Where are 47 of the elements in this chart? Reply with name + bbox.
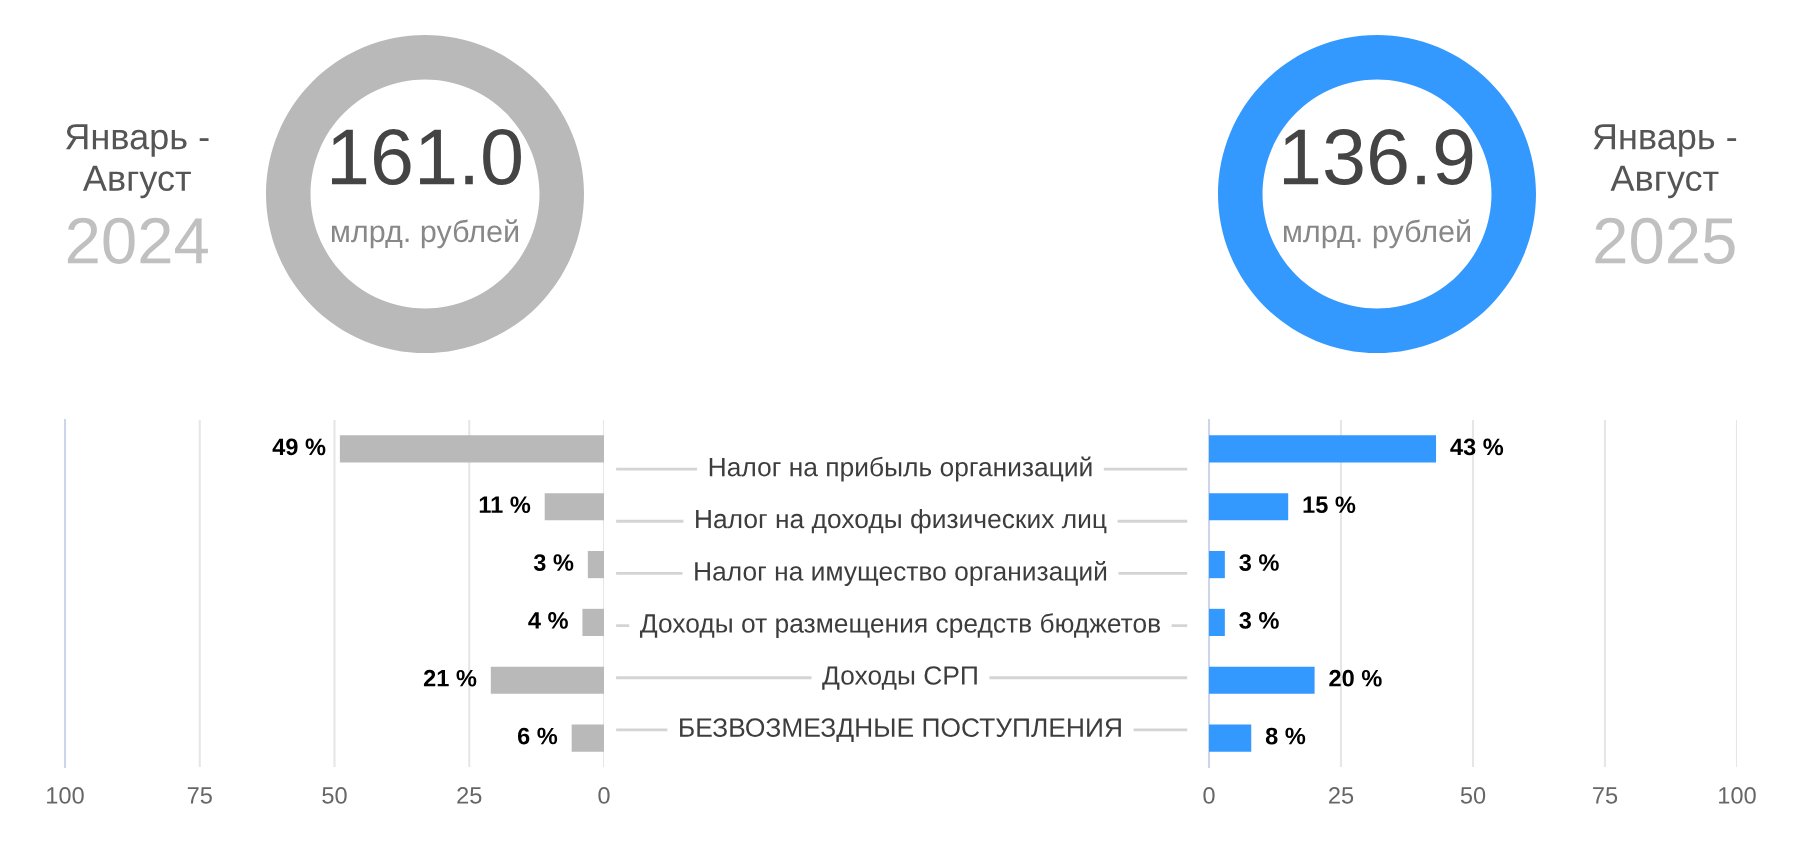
- data-label: 136.9: [1283, 128, 1473, 186]
- x-tick-label: 50: [1460, 787, 1486, 804]
- y-tick-label: Налог на доходы физических лиц: [696, 508, 1107, 534]
- bar: [571, 724, 604, 752]
- text: 2025: [1595, 217, 1735, 264]
- data-label: 4 %: [528, 612, 568, 629]
- x-tick-label: 0: [1203, 787, 1215, 804]
- x-tick-label: 75: [187, 787, 212, 804]
- text: 2024: [67, 217, 208, 264]
- y-tick-label: Доходы СРП: [822, 666, 977, 690]
- x-tick-label: 0: [598, 787, 610, 804]
- bar: [1209, 435, 1437, 463]
- data-label: 3 %: [533, 554, 574, 571]
- data-label: 49 %: [272, 438, 326, 456]
- text: млрд. рублей: [1284, 219, 1470, 249]
- bar: [1209, 724, 1252, 752]
- bar: [1209, 666, 1315, 694]
- bar: [587, 550, 604, 579]
- text: Январь - Август: [1593, 124, 1737, 199]
- data-label: 11 %: [479, 496, 531, 514]
- data-label: 20 %: [1329, 669, 1382, 687]
- y-tick-label: Налог на имущество организаций: [695, 560, 1107, 586]
- data-label: 6 %: [517, 727, 558, 745]
- y-tick-label: Налог на прибыль организаций: [709, 456, 1092, 482]
- bar: [544, 493, 604, 521]
- bar: [1209, 608, 1225, 637]
- x-tick-label: 50: [322, 787, 347, 804]
- x-tick-label: 75: [1593, 787, 1618, 804]
- data-label: 43 %: [1450, 438, 1504, 456]
- text: Январь - Август: [65, 124, 209, 199]
- bar: [490, 666, 604, 694]
- bar: [1209, 550, 1225, 579]
- bar: [339, 435, 604, 463]
- data-label: 21 %: [423, 669, 477, 687]
- data-label: 3 %: [1239, 554, 1279, 571]
- text: млрд. рублей: [332, 219, 518, 249]
- x-tick-label: 100: [1719, 787, 1756, 804]
- x-tick-label: 25: [1329, 787, 1354, 804]
- bar: [582, 608, 604, 637]
- data-label: 15 %: [1303, 496, 1356, 514]
- bar: [1209, 493, 1289, 521]
- y-tick-label: БЕЗВОЗМЕЗДНЫЕ ПОСТУПЛЕНИЯ: [680, 718, 1121, 742]
- data-label: 8 %: [1265, 727, 1306, 745]
- x-tick-label: 100: [47, 787, 84, 804]
- data-label: 161.0: [331, 128, 521, 186]
- data-label: 3 %: [1239, 612, 1279, 629]
- x-tick-label: 25: [457, 787, 482, 804]
